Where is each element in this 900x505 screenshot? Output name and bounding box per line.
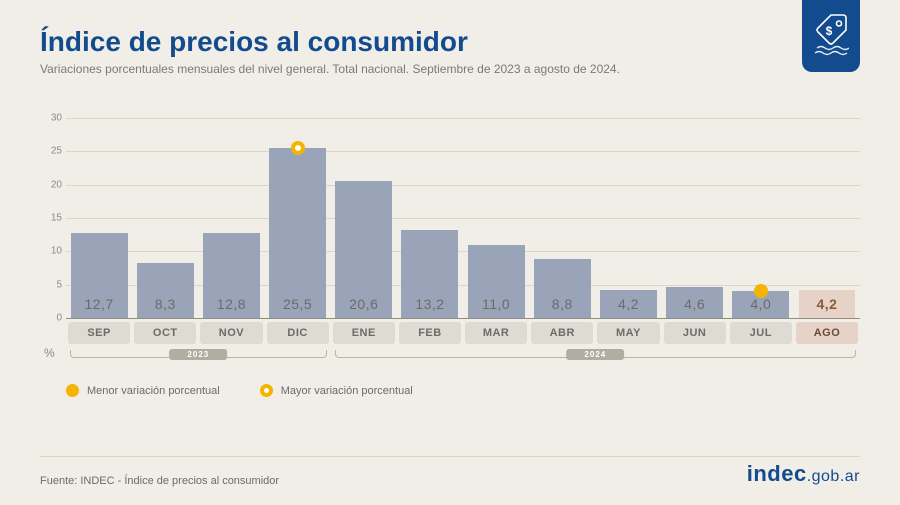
bar: 20,6 (335, 181, 392, 318)
month-label: ABR (531, 322, 593, 344)
bar: 8,8 (534, 259, 591, 318)
y-tick-label: 25 (40, 146, 62, 157)
bar-column: 13,2 (397, 118, 463, 318)
bar: 4,2 (600, 290, 657, 318)
bar-column: 20,6 (331, 118, 397, 318)
month-label: OCT (134, 322, 196, 344)
bar: 13,2 (401, 230, 458, 318)
bar-value-label: 4,2 (618, 296, 639, 318)
bar-column: 4,2 (595, 118, 661, 318)
page: $ Índice de precios al consumidor Variac… (0, 0, 900, 505)
bar-column: 8,3 (132, 118, 198, 318)
legend-min-label: Menor variación porcentual (87, 385, 220, 397)
bar-column: 11,0 (463, 118, 529, 318)
bars-container: 12,7 8,3 12,8 25,5 20,6 13,2 11,0 8,8 4,2 4,6 4,0 4… (66, 118, 860, 318)
bar-value-label: 8,3 (155, 296, 176, 318)
y-tick-label: 20 (40, 179, 62, 190)
month-label: MAR (465, 322, 527, 344)
bar-value-label: 4,2 (816, 296, 837, 318)
marker-min-icon (754, 284, 768, 298)
bar-value-label: 25,5 (283, 296, 312, 318)
legend-max: Mayor variación porcentual (260, 384, 413, 397)
footer: Fuente: INDEC - Índice de precios al con… (40, 461, 860, 487)
bar: 4,2 (799, 290, 856, 318)
legend-max-dot (260, 384, 273, 397)
year-label: 2023 (169, 349, 227, 360)
bar-value-label: 12,8 (217, 296, 246, 318)
footer-divider (40, 456, 860, 457)
marker-max-icon (291, 141, 305, 155)
legend-min-dot (66, 384, 79, 397)
bar-value-label: 11,0 (482, 296, 510, 318)
bar-value-label: 4,6 (684, 296, 705, 318)
bar-column: 4,0 (728, 118, 794, 318)
bar-value-label: 12,7 (84, 296, 113, 318)
bar-column: 8,8 (529, 118, 595, 318)
bar-value-label: 13,2 (415, 296, 444, 318)
brand-main: indec (747, 461, 807, 486)
month-label: SEP (68, 322, 130, 344)
legend: Menor variación porcentual Mayor variaci… (66, 384, 413, 397)
bar-column: 12,8 (198, 118, 264, 318)
y-tick-label: 0 (40, 313, 62, 324)
y-tick-label: 5 (40, 279, 62, 290)
bar: 11,0 (468, 245, 525, 318)
month-label: NOV (200, 322, 262, 344)
legend-min: Menor variación porcentual (66, 384, 220, 397)
bar: 12,8 (203, 233, 260, 318)
svg-text:$: $ (826, 24, 833, 38)
bar-column: 4,2 (794, 118, 860, 318)
y-tick-label: 15 (40, 213, 62, 224)
month-label: MAY (597, 322, 659, 344)
baseline (66, 318, 860, 319)
month-label: JUN (664, 322, 726, 344)
y-tick-label: 30 (40, 113, 62, 124)
bar-value-label: 8,8 (552, 296, 573, 318)
percent-symbol: % (44, 346, 55, 360)
source-text: Fuente: INDEC - Índice de precios al con… (40, 475, 279, 487)
chart-title: Índice de precios al consumidor (40, 26, 860, 58)
bar: 4,6 (666, 287, 723, 318)
bar-column: 12,7 (66, 118, 132, 318)
bar: 12,7 (71, 233, 128, 318)
price-tag-badge: $ (802, 0, 860, 72)
bar: 25,5 (269, 148, 326, 318)
bar-value-label: 20,6 (349, 296, 378, 318)
y-tick-label: 10 (40, 246, 62, 257)
month-label: JUL (730, 322, 792, 344)
month-label: AGO (796, 322, 858, 344)
brand-logo: indec.gob.ar (747, 461, 860, 487)
bar-chart: 051015202530 12,78,312,825,520,613,211,0… (66, 118, 860, 318)
bar-column: 25,5 (265, 118, 331, 318)
brand-rest: .gob.ar (807, 468, 860, 485)
year-label: 2024 (566, 349, 624, 360)
bar: 8,3 (137, 263, 194, 318)
month-axis: SEPOCTNOVDICENEFEBMARABRMAYJUNJULAGO (66, 322, 860, 344)
bar-value-label: 4,0 (750, 296, 771, 318)
legend-max-label: Mayor variación porcentual (281, 385, 413, 397)
bar-column: 4,6 (662, 118, 728, 318)
month-label: DIC (267, 322, 329, 344)
month-label: ENE (333, 322, 395, 344)
year-brackets: 2023 2024 (66, 350, 860, 368)
chart-subtitle: Variaciones porcentuales mensuales del n… (40, 62, 860, 76)
month-label: FEB (399, 322, 461, 344)
